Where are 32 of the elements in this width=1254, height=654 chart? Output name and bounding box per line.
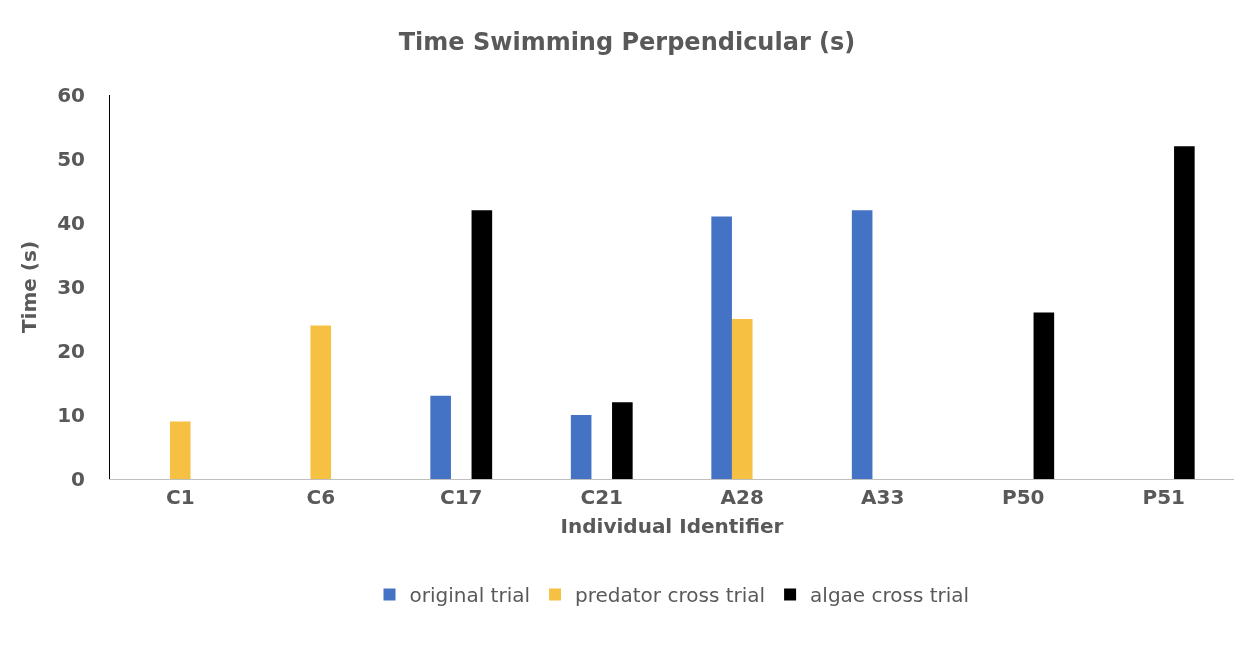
x-tick-label: C17 [439,485,483,509]
bar [310,325,332,479]
legend-label: algae cross trial [810,583,970,608]
bar [570,415,592,479]
bar [169,421,191,479]
bar [851,210,873,479]
x-tick-label: P51 [1142,485,1185,509]
x-tick-label: C1 [165,485,195,509]
bar [731,319,753,479]
x-tick-label: A33 [861,485,905,509]
y-tick-label: 20 [57,339,85,363]
legend-label: original trial [409,583,531,608]
x-tick-label: P50 [1002,485,1045,509]
legend-label: predator cross trial [575,583,766,608]
x-tick-label: C21 [580,485,624,509]
bar [1174,146,1195,479]
y-tick-label: 30 [57,275,85,299]
chart-title: Time Swimming Perpendicular (s) [398,27,856,56]
bar [471,210,493,479]
y-tick-label: 0 [71,467,85,491]
x-tick-label: C6 [306,485,336,509]
y-axis-title: Time (s) [16,240,41,334]
x-tick-label: A28 [720,485,764,509]
x-axis-title: Individual Identifier [560,513,784,538]
bar [612,402,633,479]
bar [430,395,451,479]
y-tick-label: 50 [57,147,85,171]
y-tick-label: 40 [57,211,85,235]
bar [1033,312,1055,479]
y-tick-label: 10 [57,403,85,427]
y-tick-label: 60 [57,83,85,107]
bar [711,216,732,479]
